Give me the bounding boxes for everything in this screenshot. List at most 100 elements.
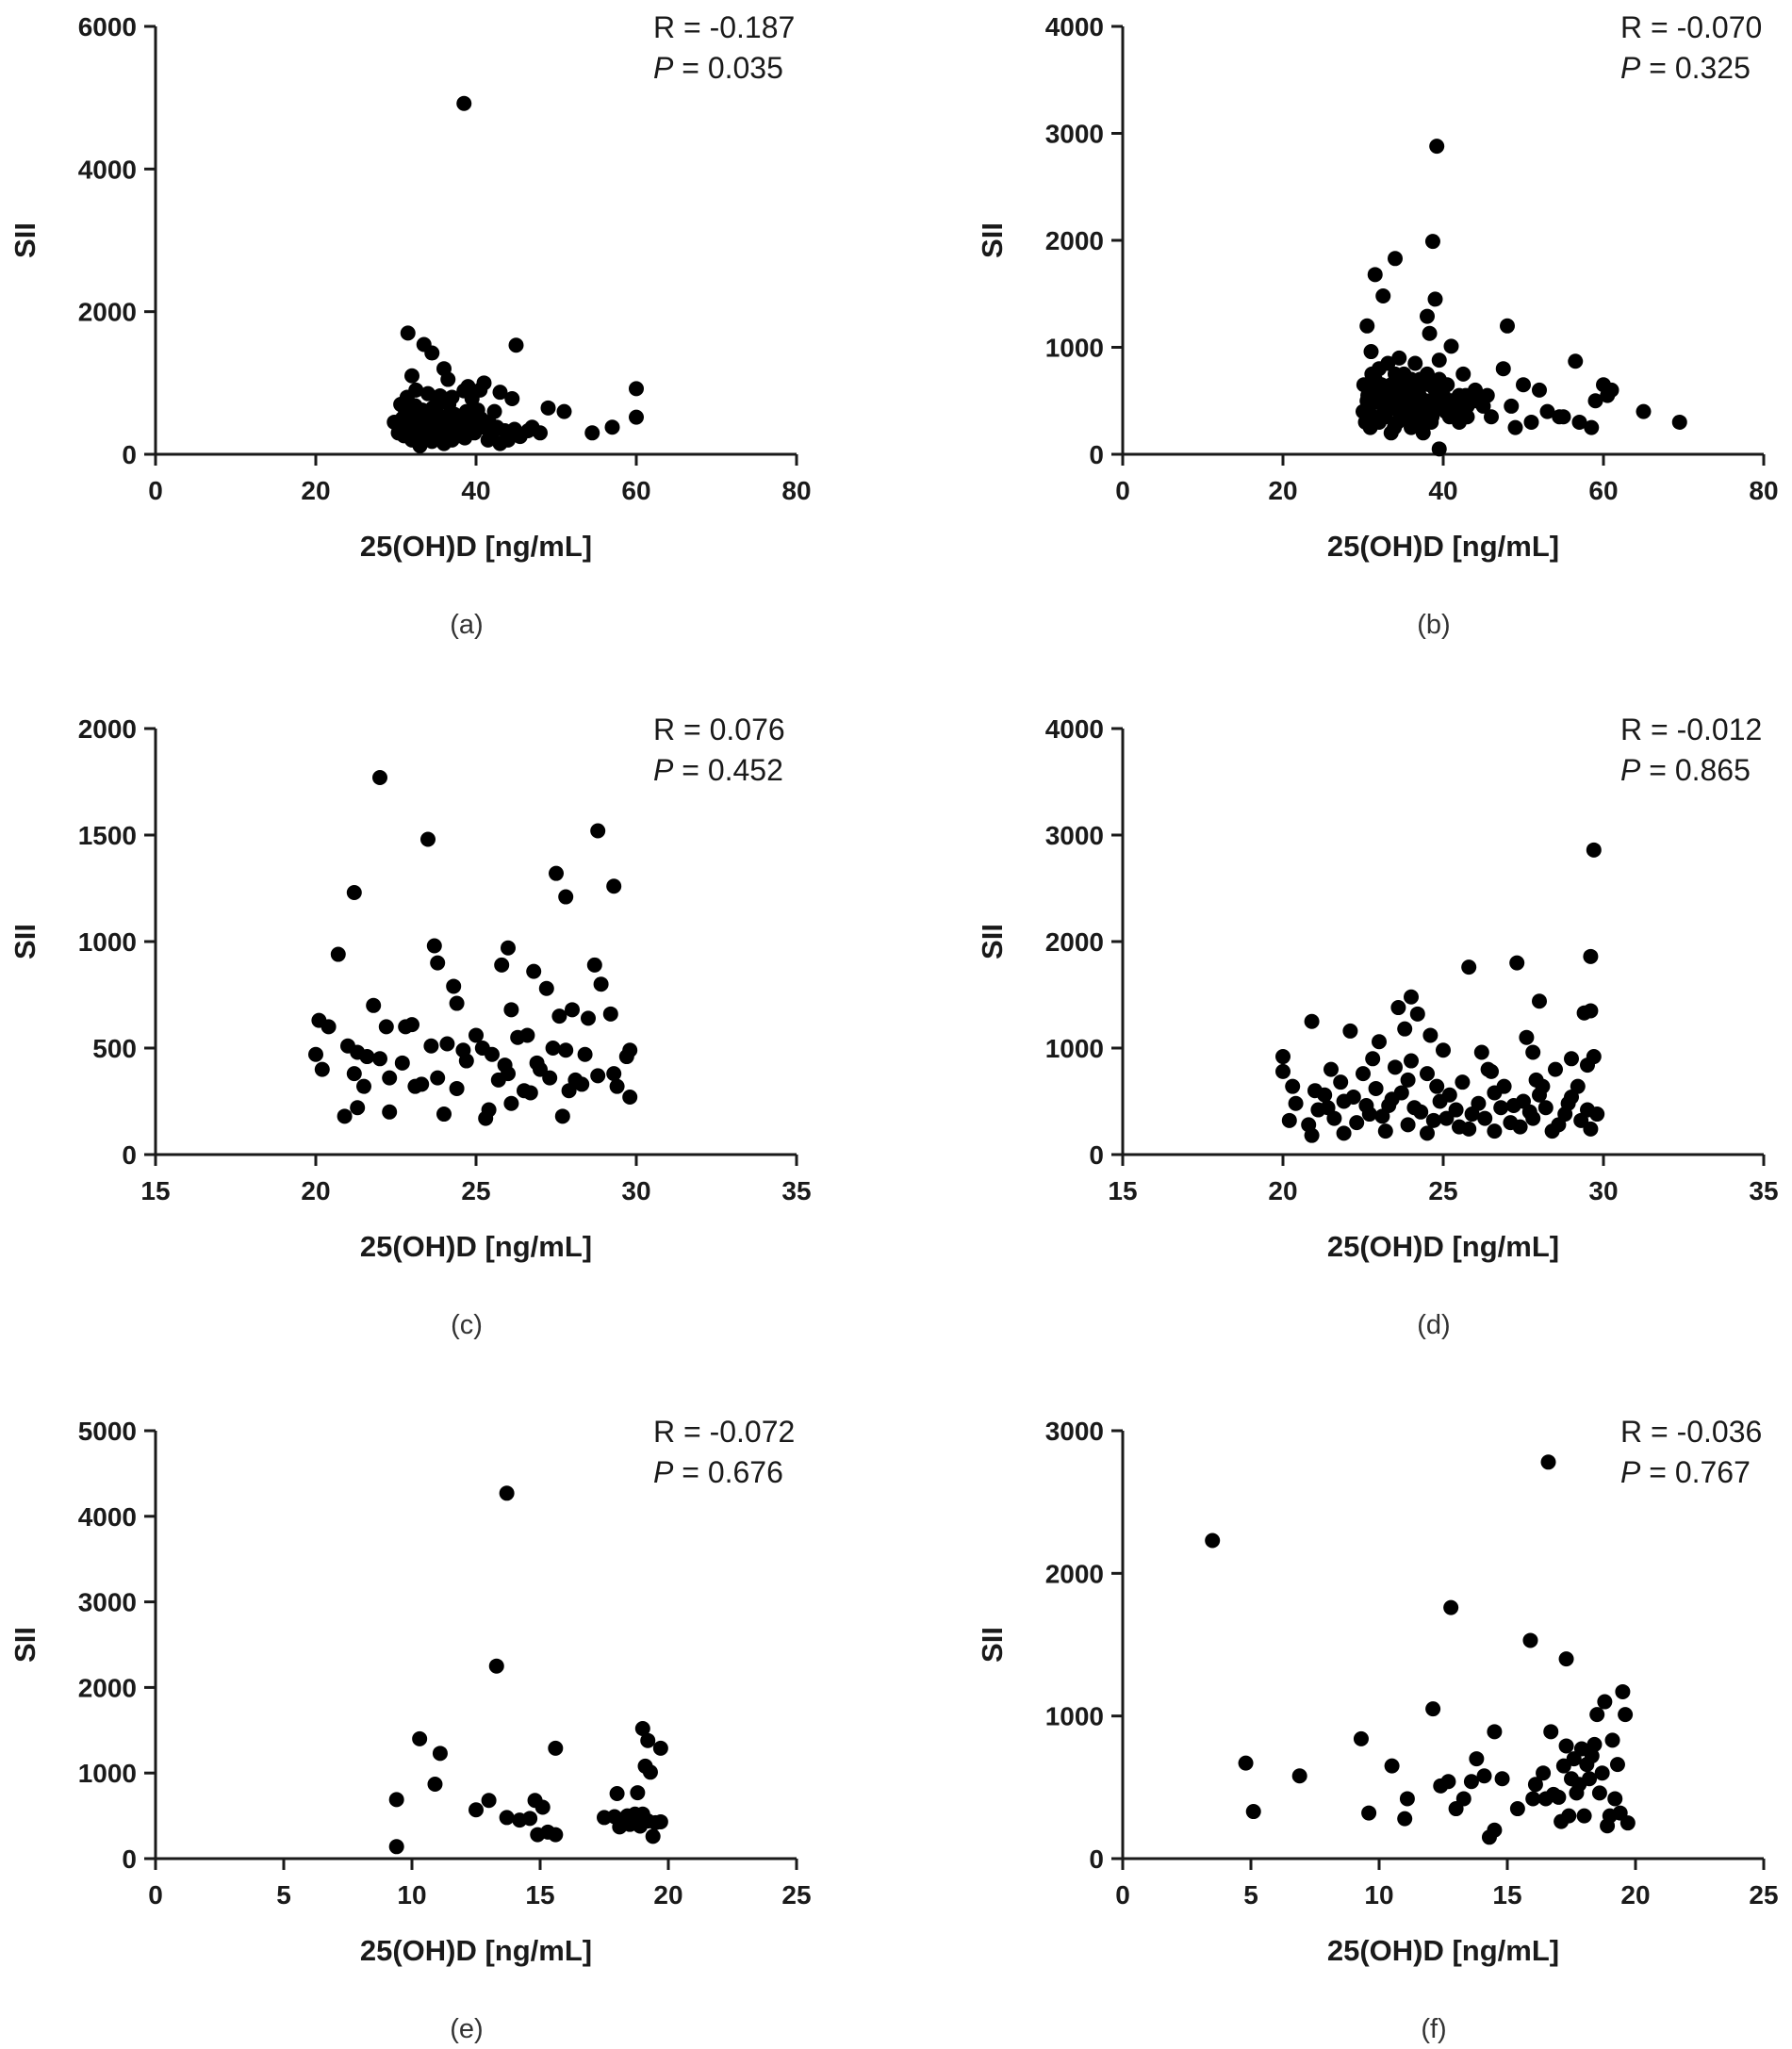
y-tick-label: 2000 — [78, 714, 137, 744]
data-point — [1425, 1701, 1441, 1717]
x-tick-label: 80 — [781, 476, 811, 505]
x-tick-label: 0 — [148, 476, 163, 505]
y-tick-label: 500 — [92, 1034, 137, 1063]
data-point — [1558, 1738, 1574, 1754]
data-point — [1443, 338, 1459, 354]
data-point — [1487, 1822, 1503, 1838]
data-point — [634, 1720, 650, 1736]
data-point — [1536, 1765, 1552, 1781]
data-point — [1356, 1066, 1371, 1082]
data-point — [1431, 441, 1447, 457]
scatter-panel: 0 1000 2000 3000 4000 0 20 40 60 80 25(OH)D [ng/mL… — [976, 10, 1779, 640]
data-point — [581, 1010, 596, 1026]
data-point — [1353, 1730, 1369, 1746]
data-point — [480, 432, 496, 448]
x-tick-label: 35 — [781, 1176, 811, 1205]
data-point — [426, 938, 442, 954]
data-point — [382, 1104, 398, 1120]
data-point — [424, 345, 440, 361]
y-axis-title: SII — [976, 924, 1009, 959]
data-point — [652, 1813, 668, 1829]
data-point — [1507, 419, 1523, 435]
data-point — [1671, 414, 1687, 430]
data-point — [1594, 1765, 1610, 1781]
data-point — [1480, 1061, 1496, 1077]
data-point — [561, 1083, 577, 1099]
data-point — [506, 421, 522, 437]
p-value-number: = 0.035 — [673, 51, 783, 85]
x-tick-label: 15 — [1492, 1880, 1521, 1910]
data-point — [481, 1793, 497, 1809]
data-point — [1285, 1078, 1301, 1094]
data-point — [1455, 1074, 1471, 1090]
x-tick-label: 35 — [1749, 1176, 1778, 1205]
data-point — [439, 1036, 455, 1052]
data-point — [404, 418, 420, 434]
p-value-label: P = 0.865 — [1620, 753, 1751, 787]
data-point — [1363, 344, 1379, 360]
data-point — [565, 1002, 580, 1018]
data-point — [1345, 1089, 1361, 1105]
y-tick-label: 3000 — [1045, 1417, 1104, 1446]
data-point — [1464, 1106, 1480, 1123]
y-tick-label: 1000 — [1045, 1702, 1104, 1731]
data-point — [486, 403, 502, 419]
data-point — [1589, 1707, 1605, 1723]
data-point — [1589, 1106, 1605, 1123]
data-point — [1495, 361, 1511, 377]
data-point — [1317, 1087, 1333, 1103]
data-point — [388, 1792, 404, 1808]
data-point — [503, 1095, 519, 1111]
data-point — [1436, 1042, 1451, 1058]
data-point — [430, 1070, 446, 1086]
data-point — [492, 435, 508, 451]
data-point — [1615, 1683, 1631, 1699]
panel-label: (a) — [450, 610, 483, 640]
y-tick-label: 0 — [1089, 440, 1104, 469]
x-tick-label: 5 — [276, 1880, 291, 1910]
data-point — [642, 1764, 658, 1780]
data-point — [1597, 1694, 1613, 1710]
data-point — [540, 400, 556, 416]
data-point — [1205, 1533, 1221, 1549]
panel-label: (f) — [1421, 2014, 1446, 2044]
x-axis-title: 25(OH)D [ng/mL] — [1327, 1934, 1559, 1967]
data-point — [1584, 419, 1600, 435]
data-point — [503, 1002, 519, 1018]
y-axis-title: SII — [8, 222, 41, 258]
data-point — [1583, 1121, 1599, 1137]
data-point — [1457, 387, 1473, 403]
data-point — [619, 1808, 635, 1824]
data-point — [1494, 1771, 1510, 1787]
data-point — [1561, 1808, 1577, 1824]
data-point — [1336, 1125, 1352, 1141]
data-point — [1443, 1599, 1459, 1615]
data-point — [1473, 1044, 1489, 1060]
data-point — [1522, 1632, 1538, 1648]
r-value-label: R = -0.072 — [653, 1415, 795, 1449]
y-axis-title: SII — [976, 1627, 1009, 1663]
data-point — [1583, 948, 1599, 964]
data-point — [330, 946, 346, 962]
y-tick-label: 0 — [1089, 1140, 1104, 1170]
p-value-label: P = 0.325 — [1620, 51, 1751, 85]
data-point — [529, 1055, 545, 1071]
data-point — [1404, 989, 1419, 1005]
data-point — [526, 963, 542, 979]
data-point — [1591, 1785, 1607, 1801]
data-point — [404, 1017, 419, 1033]
data-point — [1469, 1751, 1485, 1767]
data-point — [382, 1070, 398, 1086]
panel-label: (c) — [451, 1310, 483, 1340]
data-point — [522, 1085, 538, 1101]
y-tick-label: 2000 — [1045, 927, 1104, 957]
data-point — [1381, 1098, 1397, 1114]
data-point — [1609, 1757, 1625, 1773]
data-point — [488, 1658, 504, 1674]
data-point — [1320, 1100, 1336, 1116]
y-tick-label: 6000 — [78, 12, 137, 41]
data-point — [606, 878, 622, 894]
data-point — [321, 1019, 337, 1035]
data-point — [1323, 1061, 1339, 1077]
